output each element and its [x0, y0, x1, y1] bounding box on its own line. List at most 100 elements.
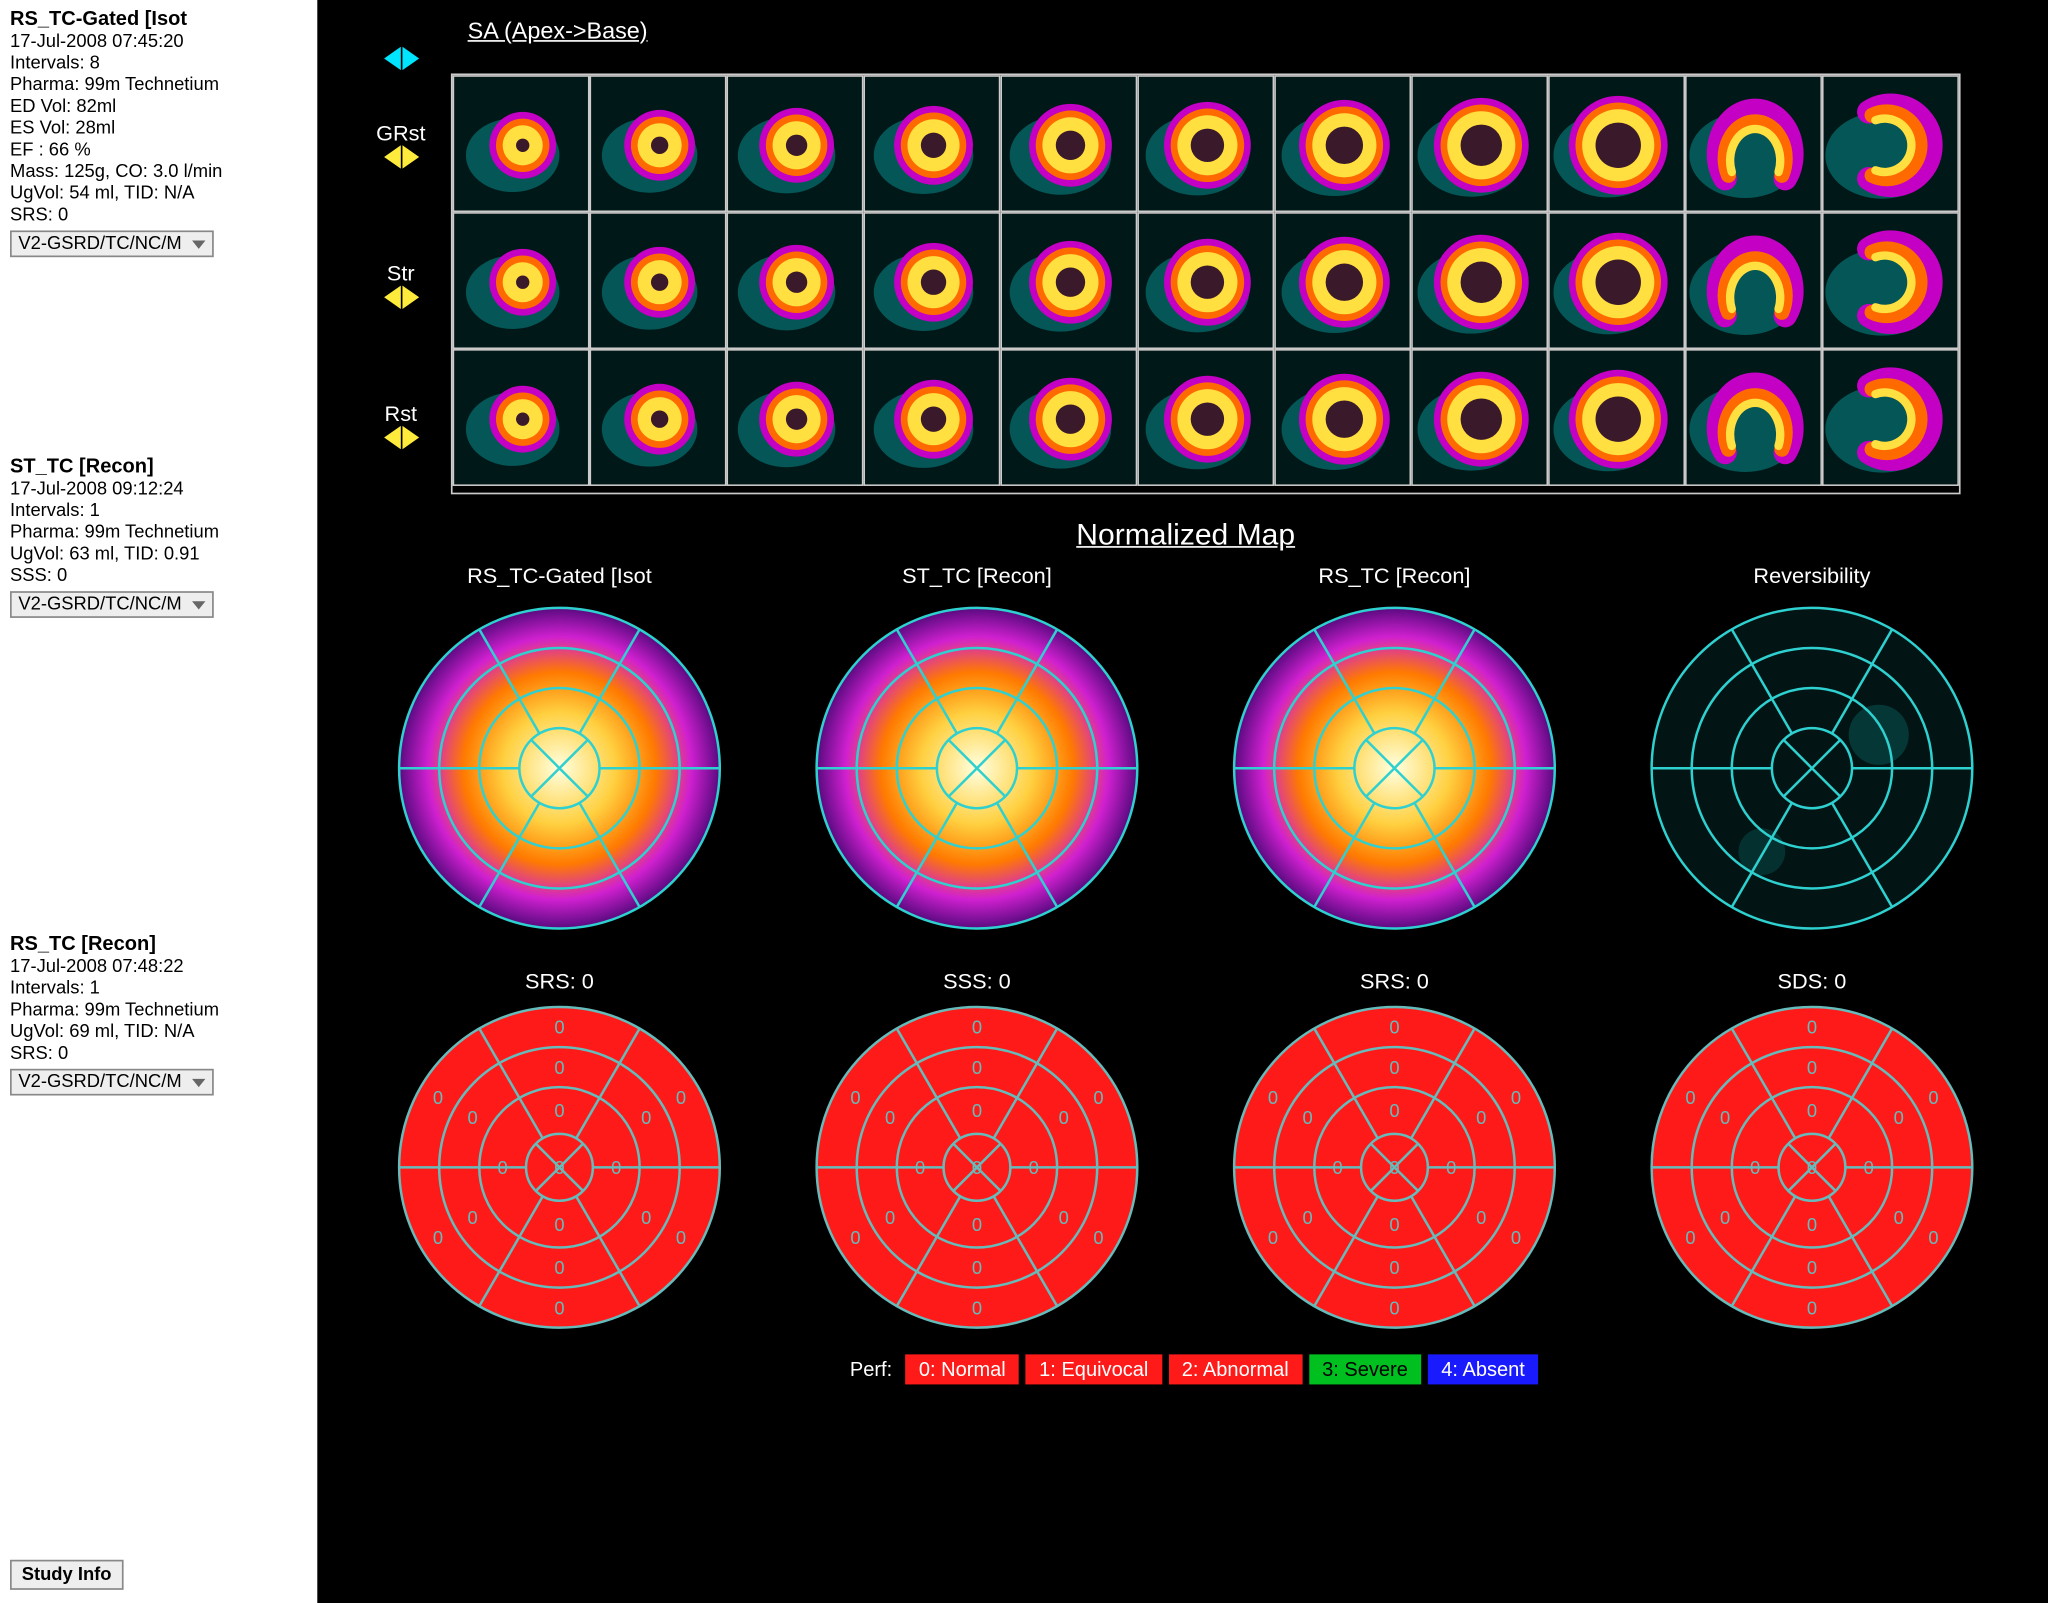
polar-label: RS_TC [Recon]: [1318, 563, 1470, 588]
slice-cell[interactable]: [1000, 212, 1137, 349]
polar-map[interactable]: ST_TC [Recon]: [793, 563, 1160, 935]
slice-cell[interactable]: [590, 75, 727, 212]
score-map[interactable]: SDS: 000000000000000000: [1628, 969, 1995, 1335]
svg-text:0: 0: [1389, 1057, 1399, 1078]
slice-cell[interactable]: [1548, 75, 1685, 212]
slice-cell[interactable]: [1137, 349, 1274, 486]
legend-item: 3: Severe: [1309, 1354, 1422, 1384]
slice-cell[interactable]: [1137, 212, 1274, 349]
arrow-right-icon[interactable]: [402, 47, 419, 70]
svg-text:0: 0: [1389, 1257, 1399, 1278]
legend-item: 0: Normal: [906, 1354, 1020, 1384]
slice-cell[interactable]: [1411, 75, 1548, 212]
arrow-right-icon[interactable]: [402, 144, 419, 167]
svg-text:0: 0: [1807, 1100, 1817, 1121]
slice-cell[interactable]: [726, 212, 863, 349]
slice-cell[interactable]: [1548, 212, 1685, 349]
slice-cell[interactable]: [1000, 349, 1137, 486]
svg-text:0: 0: [1476, 1207, 1486, 1228]
nav-arrows[interactable]: [383, 144, 418, 167]
slice-cell[interactable]: [1685, 349, 1822, 486]
slice-cell[interactable]: [1822, 349, 1959, 486]
svg-text:0: 0: [1807, 1297, 1817, 1318]
arrow-left-icon[interactable]: [383, 425, 400, 448]
score-svg: 00000000000000000: [1227, 1000, 1561, 1334]
svg-text:0: 0: [554, 1214, 564, 1235]
polar-label: RS_TC-Gated [Isot: [467, 563, 652, 588]
study-line: ED Vol: 82ml: [10, 97, 307, 117]
arrow-left-icon[interactable]: [383, 47, 400, 70]
slice-cell[interactable]: [863, 212, 1000, 349]
polar-map[interactable]: RS_TC [Recon]: [1211, 563, 1578, 935]
slice-cell[interactable]: [1274, 212, 1411, 349]
slice-cell[interactable]: [453, 212, 590, 349]
slice-cell[interactable]: [1274, 75, 1411, 212]
study-line: Intervals: 8: [10, 53, 307, 73]
svg-text:0: 0: [972, 1257, 982, 1278]
slice-cell[interactable]: [863, 75, 1000, 212]
slice-cell[interactable]: [1411, 212, 1548, 349]
slice-cell[interactable]: [726, 75, 863, 212]
slice-cell[interactable]: [590, 349, 727, 486]
study-line: Pharma: 99m Technetium: [10, 1000, 307, 1020]
svg-text:0: 0: [1511, 1227, 1521, 1248]
svg-text:0: 0: [1928, 1227, 1938, 1248]
nav-arrows[interactable]: [383, 425, 418, 448]
svg-text:0: 0: [1807, 1214, 1817, 1235]
slice-cell[interactable]: [1685, 212, 1822, 349]
study-line: 17-Jul-2008 07:45:20: [10, 32, 307, 52]
study-dropdown[interactable]: V2-GSRD/TC/NC/M: [10, 230, 213, 257]
study-line: Pharma: 99m Technetium: [10, 75, 307, 95]
svg-text:0: 0: [1389, 1017, 1399, 1038]
svg-text:0: 0: [1059, 1107, 1069, 1128]
polar-map[interactable]: Reversibility: [1628, 563, 1995, 935]
slice-cell[interactable]: [590, 212, 727, 349]
svg-text:0: 0: [1268, 1087, 1278, 1108]
study-dropdown[interactable]: V2-GSRD/TC/NC/M: [10, 1069, 213, 1096]
svg-text:0: 0: [972, 1157, 982, 1178]
svg-text:0: 0: [1750, 1157, 1760, 1178]
svg-text:0: 0: [972, 1057, 982, 1078]
arrow-left-icon[interactable]: [383, 144, 400, 167]
score-label: SRS: 0: [525, 969, 594, 994]
score-map[interactable]: SRS: 000000000000000000: [1211, 969, 1578, 1335]
svg-text:0: 0: [1807, 1017, 1817, 1038]
slice-cell[interactable]: [1137, 75, 1274, 212]
svg-text:0: 0: [676, 1227, 686, 1248]
slice-cell[interactable]: [863, 349, 1000, 486]
score-map[interactable]: SSS: 000000000000000000: [793, 969, 1160, 1335]
main-panel: SA (Apex->Base) GRstStrRst Normalized Ma…: [317, 0, 2037, 1603]
slice-cell[interactable]: [1822, 212, 1959, 349]
svg-text:0: 0: [885, 1107, 895, 1128]
score-map[interactable]: SRS: 000000000000000000: [376, 969, 743, 1335]
study-line: Mass: 125g, CO: 3.0 l/min: [10, 162, 307, 182]
legend-item: 1: Equivocal: [1026, 1354, 1162, 1384]
svg-text:0: 0: [1807, 1157, 1817, 1178]
svg-text:0: 0: [972, 1017, 982, 1038]
study-info-button[interactable]: Study Info: [10, 1560, 123, 1590]
svg-text:0: 0: [1685, 1227, 1695, 1248]
slice-cell[interactable]: [1548, 349, 1685, 486]
slice-cell[interactable]: [1000, 75, 1137, 212]
slice-cell[interactable]: [1274, 349, 1411, 486]
arrow-left-icon[interactable]: [383, 285, 400, 308]
svg-text:0: 0: [554, 1057, 564, 1078]
arrow-right-icon[interactable]: [402, 425, 419, 448]
slice-cell[interactable]: [1822, 75, 1959, 212]
study-line: 17-Jul-2008 07:48:22: [10, 957, 307, 977]
study-line: Pharma: 99m Technetium: [10, 523, 307, 543]
slice-cell[interactable]: [453, 349, 590, 486]
arrow-right-icon[interactable]: [402, 285, 419, 308]
slice-cell[interactable]: [1411, 349, 1548, 486]
polar-map[interactable]: RS_TC-Gated [Isot: [376, 563, 743, 935]
sidebar: RS_TC-Gated [Isot17-Jul-2008 07:45:20Int…: [0, 0, 317, 1603]
study-line: SRS: 0: [10, 1044, 307, 1064]
svg-text:0: 0: [1894, 1107, 1904, 1128]
svg-text:0: 0: [850, 1227, 860, 1248]
nav-arrows-top[interactable]: [383, 47, 418, 70]
nav-arrows[interactable]: [383, 285, 418, 308]
slice-cell[interactable]: [1685, 75, 1822, 212]
slice-cell[interactable]: [726, 349, 863, 486]
study-dropdown[interactable]: V2-GSRD/TC/NC/M: [10, 591, 213, 618]
slice-cell[interactable]: [453, 75, 590, 212]
